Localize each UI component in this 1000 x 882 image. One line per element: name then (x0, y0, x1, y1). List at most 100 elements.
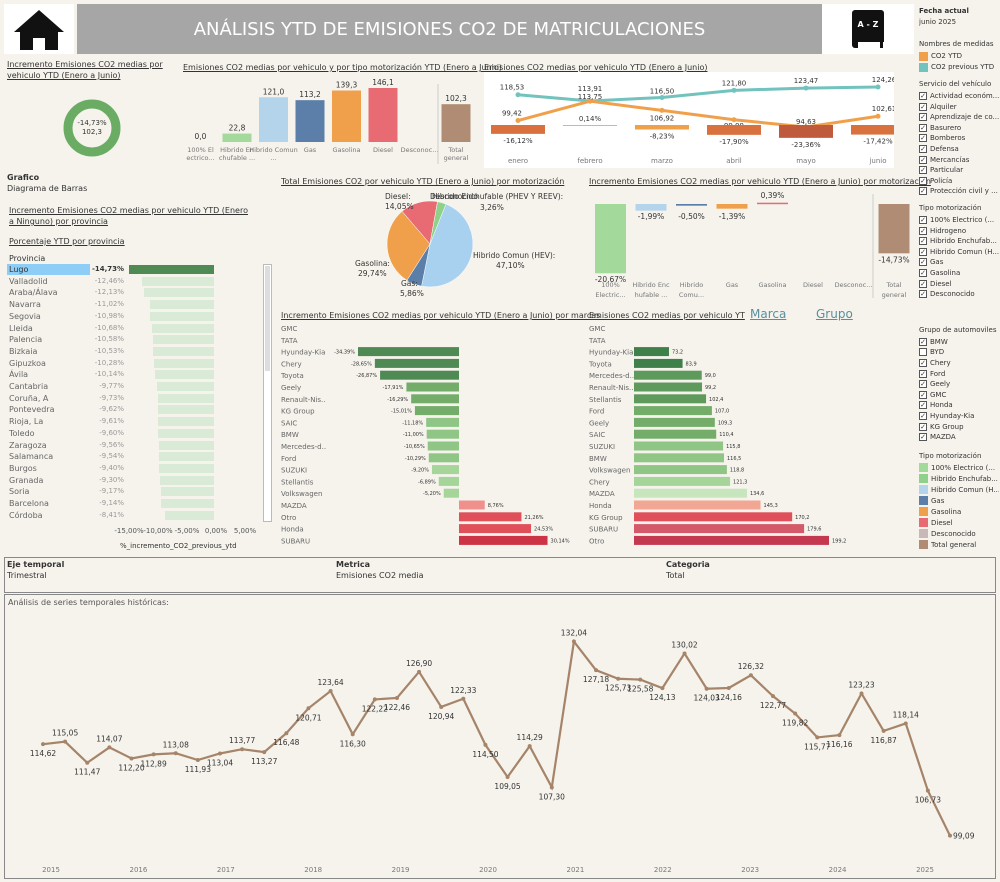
checkbox[interactable]: ✓ (919, 401, 927, 410)
checkbox[interactable]: ✓ (919, 92, 927, 100)
checkbox[interactable]: ✓ (919, 187, 927, 196)
grupo-filter-item[interactable]: ✓ Geely (919, 380, 951, 389)
legend-swatch (919, 529, 928, 539)
checkbox[interactable]: ✓ (919, 113, 927, 122)
checkbox[interactable]: ✓ (919, 166, 927, 175)
province-name[interactable]: Lleida (9, 323, 33, 333)
motor-filter-item[interactable]: ✓ Gas (919, 258, 944, 267)
checkbox[interactable] (919, 348, 927, 357)
motor-filter-item[interactable]: ✓ Diesel (919, 279, 952, 288)
province-name[interactable]: Lugo (7, 264, 90, 275)
province-name[interactable]: Valladolid (9, 276, 48, 286)
province-name[interactable]: Burgos (9, 463, 37, 473)
servicio-filter-item[interactable]: ✓ Alquiler (919, 102, 957, 111)
province-name[interactable]: Rioja, La (9, 417, 44, 427)
motor-filter-item[interactable]: ✓ Desconocido (919, 290, 975, 299)
checkbox[interactable]: ✓ (919, 102, 927, 111)
province-label: -9,73% (99, 393, 124, 402)
checkbox[interactable]: ✓ (919, 279, 927, 288)
province-name[interactable]: Segovia (9, 311, 41, 321)
servicio-filter-item[interactable]: ✓ Particular (919, 166, 964, 175)
motor-bar (222, 133, 252, 142)
marca-inc-label: 30,14% (551, 538, 570, 544)
province-name[interactable]: Ávila (9, 370, 29, 380)
metrica-select[interactable]: Emisiones CO2 media (336, 571, 424, 580)
grupo-filter-item[interactable]: ✓ MAZDA (919, 433, 956, 442)
grupo-filter-item[interactable]: ✓ KG Group (919, 422, 964, 431)
province-name[interactable]: Barcelona (9, 499, 49, 508)
checkbox[interactable]: ✓ (919, 412, 927, 420)
timeseries-point (948, 833, 952, 838)
province-name[interactable]: Zaragoza (9, 440, 47, 450)
year-tick: 2024 (829, 866, 847, 874)
co2-ytd-line-point (875, 113, 881, 119)
grupo-filter-item[interactable]: ✓ Hyunday-Kia (919, 412, 975, 420)
province-name[interactable]: Coruña, A (9, 393, 49, 403)
checkbox[interactable]: ✓ (919, 380, 927, 389)
a-z-button[interactable]: A - Z (822, 4, 914, 54)
checkbox[interactable]: ✓ (919, 123, 927, 132)
motor-filter-item[interactable]: ✓ Hidrogeno (919, 226, 967, 235)
prov-scrollbar[interactable] (263, 264, 272, 522)
checkbox[interactable]: ✓ (919, 226, 927, 235)
province-name[interactable]: Palencia (9, 335, 43, 345)
checkbox[interactable]: ✓ (919, 237, 927, 246)
province-name[interactable]: Navarra (9, 300, 41, 310)
timeseries-label: 120,94 (428, 712, 454, 721)
motor-filter-item[interactable]: ✓ Hibrido Comun (H... (919, 247, 999, 256)
grupo-filter-item[interactable]: BYD (919, 347, 999, 357)
province-bar (150, 311, 214, 321)
servicio-filter-item[interactable]: ✓ Aprendizaje de co... (919, 113, 999, 122)
motor-filter-item[interactable]: ✓ Hibrido Enchufab... (919, 237, 997, 246)
province-name[interactable]: Córdoba (9, 510, 43, 520)
province-name[interactable]: Salamanca (9, 452, 54, 462)
checkbox[interactable]: ✓ (919, 269, 927, 277)
checkbox[interactable]: ✓ (919, 422, 927, 431)
checkbox[interactable]: ✓ (919, 433, 927, 442)
province-name[interactable]: Granada (9, 475, 44, 485)
province-name[interactable]: Gipuzkoa (9, 358, 46, 368)
eje-select[interactable]: Trimestral (7, 571, 47, 580)
checkbox[interactable]: ✓ (919, 247, 927, 256)
grupo-filter-item[interactable]: ✓ Chery (919, 359, 951, 367)
checkbox[interactable]: ✓ (919, 359, 927, 367)
servicio-filter-item[interactable]: ✓ Protección civil y ... (919, 187, 998, 196)
checkbox[interactable]: ✓ (919, 290, 927, 299)
motor-filter-item[interactable]: ✓ Gasolina (919, 269, 961, 277)
checkbox[interactable]: ✓ (919, 155, 927, 164)
servicio-filter-item[interactable]: ✓ Bomberos (919, 134, 966, 143)
checkbox[interactable]: ✓ (919, 337, 927, 346)
servicio-filter-item[interactable]: ✓ Basurero (919, 123, 962, 132)
motor-filter-item[interactable]: ✓ 100% Electrico (... (919, 216, 995, 224)
province-name[interactable]: Araba/Álava (9, 288, 58, 298)
province-name[interactable]: Toledo (9, 428, 35, 438)
home-button[interactable] (4, 4, 74, 54)
checkbox[interactable]: ✓ (919, 145, 927, 153)
grupo-link[interactable]: Grupo (816, 307, 853, 321)
province-name[interactable]: Bizkaia (9, 346, 38, 356)
checkbox[interactable]: ✓ (919, 369, 927, 378)
servicio-filter-item[interactable]: ✓ Policía (919, 176, 953, 185)
servicio-filter-item[interactable]: ✓ Mercancías (919, 155, 970, 164)
province-bar (143, 288, 214, 298)
marca-link[interactable]: Marca (750, 307, 787, 321)
checkbox[interactable]: ✓ (919, 216, 927, 224)
checkbox[interactable]: ✓ (919, 134, 927, 143)
grupo-filter-item[interactable]: ✓ BMW (919, 337, 948, 346)
servicio-filter-item[interactable]: ✓ Defensa (919, 145, 959, 153)
categoria-select[interactable]: Total (666, 571, 685, 580)
checkbox[interactable]: ✓ (919, 258, 927, 267)
province-name[interactable]: Soria (9, 487, 30, 497)
province-name[interactable]: Pontevedra (9, 405, 55, 415)
grafico-select[interactable]: Diagrama de Barras (7, 184, 88, 193)
grupo-filter-item[interactable]: ✓ GMC (919, 390, 947, 399)
timeseries-point (151, 752, 156, 757)
marca-em-bar (634, 394, 707, 404)
province-name[interactable]: Cantabria (9, 382, 49, 391)
checkbox[interactable]: ✓ (919, 176, 927, 185)
servicio-filter-item[interactable]: ✓ Actividad económ... (919, 92, 999, 100)
grupo-filter-item[interactable]: ✓ Ford (919, 369, 946, 378)
grupo-filter-item[interactable]: ✓ Honda (919, 401, 953, 410)
checkbox[interactable]: ✓ (919, 390, 927, 399)
marca-inc-bar (438, 476, 459, 486)
